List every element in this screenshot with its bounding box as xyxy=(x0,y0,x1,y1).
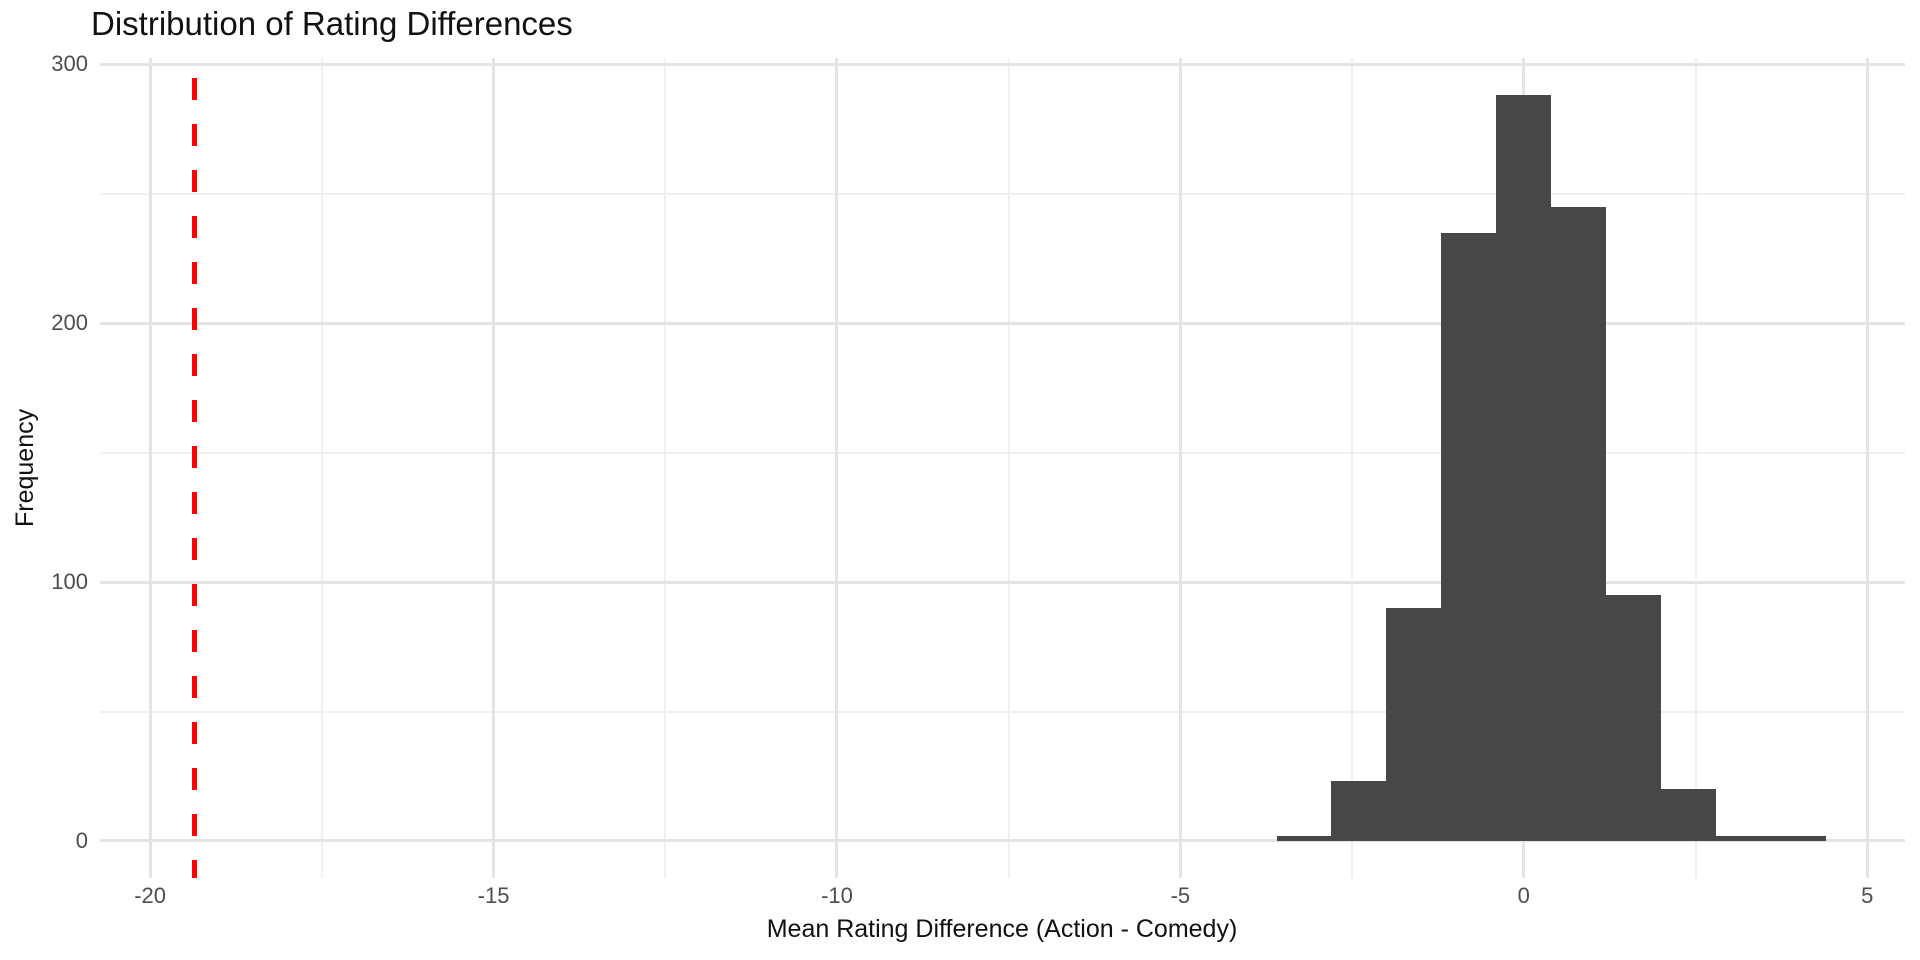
x-axis-title: Mean Rating Difference (Action - Comedy) xyxy=(766,915,1238,943)
x-tick-label: 5 xyxy=(1861,883,1874,908)
gridline-y-major xyxy=(100,839,1905,843)
y-tick-label: 300 xyxy=(51,51,88,77)
gridline-y-minor xyxy=(100,192,1905,195)
y-tick-label: 200 xyxy=(51,310,88,336)
histogram-bar xyxy=(1716,835,1772,841)
gridline-x-major xyxy=(1178,58,1182,878)
gridline-x-minor xyxy=(664,58,667,878)
gridline-x-major xyxy=(1865,58,1869,878)
histogram-bar xyxy=(1606,595,1662,841)
plot-panel xyxy=(100,58,1905,878)
gridline-x-major xyxy=(835,58,839,878)
histogram-bar xyxy=(1771,835,1826,841)
histogram-bar xyxy=(1661,789,1717,841)
x-tick-label: -15 xyxy=(477,883,510,908)
y-axis-title: Frequency xyxy=(11,408,39,528)
histogram-bar xyxy=(1386,607,1442,841)
gridline-x-minor xyxy=(320,58,323,878)
histogram-bar xyxy=(1551,206,1607,841)
gridline-y-major xyxy=(100,321,1905,325)
histogram-bar xyxy=(1276,835,1332,841)
chart-title: Distribution of Rating Differences xyxy=(91,5,573,42)
gridline-y-minor xyxy=(100,710,1905,713)
gridline-x-minor xyxy=(1351,58,1354,878)
gridline-x-major xyxy=(492,58,496,878)
x-tick-label: -5 xyxy=(1170,883,1191,908)
histogram-bar xyxy=(1441,232,1497,841)
x-tick-label: -10 xyxy=(821,883,853,908)
x-tick-label: 0 xyxy=(1517,883,1530,908)
histogram-bar xyxy=(1496,95,1552,841)
observed-difference-line xyxy=(192,58,198,878)
gridline-y-minor xyxy=(100,451,1905,454)
y-tick-label: 100 xyxy=(51,569,88,595)
histogram-bar xyxy=(1331,781,1387,841)
gridline-x-minor xyxy=(1007,58,1010,878)
x-tick-label: -20 xyxy=(134,883,167,908)
gridline-x-minor xyxy=(1694,58,1697,878)
gridline-y-major xyxy=(100,62,1905,66)
gridline-x-major xyxy=(148,58,152,878)
gridline-y-major xyxy=(100,580,1905,584)
y-tick-label: 0 xyxy=(75,827,88,853)
